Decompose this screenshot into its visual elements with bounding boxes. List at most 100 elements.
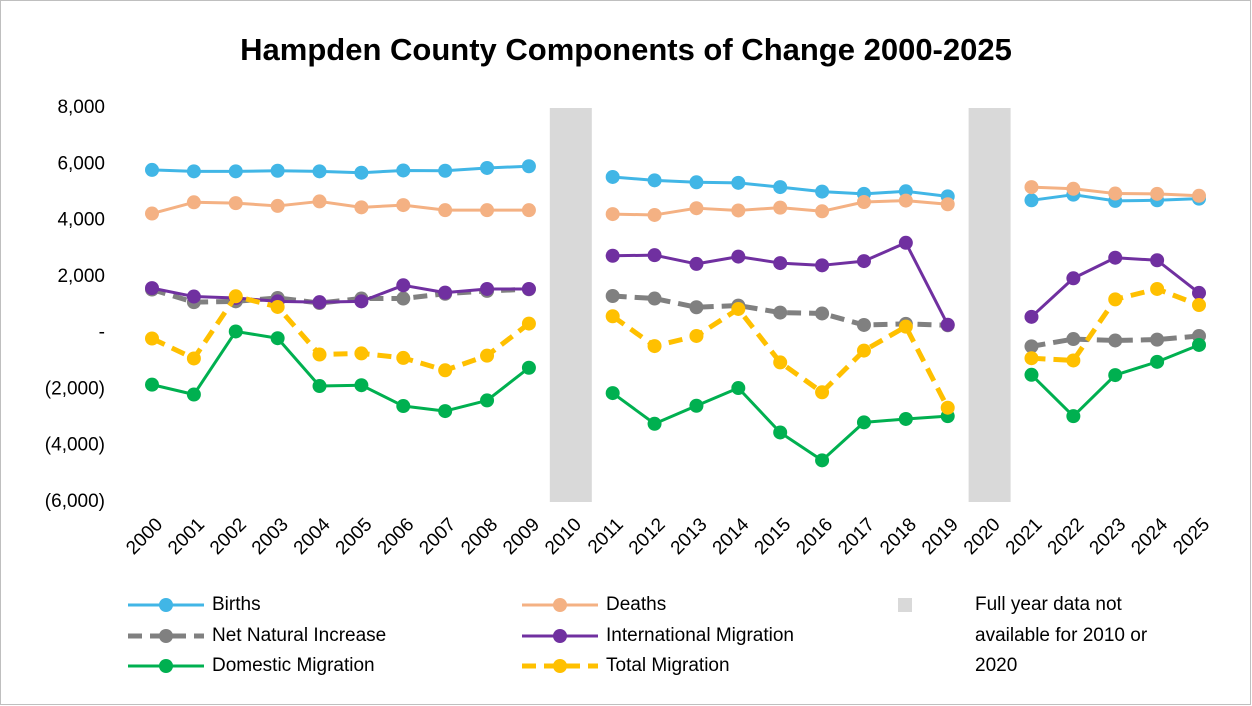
series-marker [856, 194, 871, 209]
series-marker [396, 163, 411, 178]
series-marker [815, 184, 830, 199]
series-marker [521, 316, 536, 331]
series-marker [1066, 271, 1081, 286]
series-marker [898, 411, 913, 426]
legend-label: Full year data not available for 2010 or… [975, 594, 1148, 676]
series-marker [521, 360, 536, 375]
series-marker [605, 169, 620, 184]
series-marker [186, 195, 201, 210]
series-marker [1192, 285, 1206, 300]
series-marker [228, 164, 243, 179]
series-marker [856, 254, 871, 269]
series-marker [312, 347, 327, 362]
series-marker [186, 164, 201, 179]
y-tick-label: 4,000 [57, 210, 105, 231]
series-marker [647, 416, 662, 431]
series-marker [1150, 332, 1165, 347]
y-tick-label: 8,000 [57, 97, 105, 118]
series-marker [731, 381, 746, 396]
series-marker [396, 291, 411, 306]
series-marker [354, 165, 369, 180]
series-marker [647, 207, 662, 222]
legend-marker [553, 598, 567, 612]
series-marker [312, 295, 327, 310]
series-marker [1150, 354, 1165, 369]
series-marker [1024, 367, 1039, 382]
chart-title: Hampden County Components of Change 2000… [240, 32, 1012, 67]
series-marker [1108, 368, 1123, 383]
series-marker [773, 425, 788, 440]
series-marker [145, 206, 159, 221]
y-tick-label: (6,000) [45, 491, 105, 512]
series-marker [605, 309, 620, 324]
legend-marker [159, 598, 173, 612]
series-marker [228, 289, 243, 304]
legend-label: Domestic Migration [212, 655, 375, 676]
series-marker [1192, 337, 1206, 352]
series-marker [228, 324, 243, 339]
legend-label: Net Natural Increase [212, 625, 386, 646]
series-marker [856, 343, 871, 358]
series-marker [1108, 333, 1123, 348]
series-marker [312, 164, 327, 179]
series-marker [228, 196, 243, 211]
series-marker [773, 305, 788, 320]
series-marker [1024, 339, 1039, 354]
series-marker [186, 387, 201, 402]
series-marker [815, 258, 830, 273]
series-marker [689, 300, 704, 315]
series-marker [1024, 351, 1039, 366]
series-marker [521, 281, 536, 296]
series-marker [270, 163, 285, 178]
series-marker [940, 400, 955, 415]
series-marker [773, 200, 788, 215]
series-marker [1066, 181, 1081, 196]
series-marker [647, 173, 662, 188]
series-marker [480, 203, 495, 218]
series-marker [773, 355, 788, 370]
series-marker [815, 204, 830, 219]
series-marker [438, 203, 453, 218]
legend-label: Total Migration [606, 655, 730, 676]
series-marker [1150, 253, 1165, 268]
series-marker [689, 398, 704, 413]
series-marker [815, 453, 830, 468]
series-marker [689, 175, 704, 190]
bar [549, 108, 592, 502]
legend-marker [553, 659, 567, 673]
series-line [151, 286, 1200, 349]
series-marker [1066, 353, 1081, 368]
series-marker [186, 289, 201, 304]
series-marker [438, 363, 453, 378]
series-marker [1024, 309, 1039, 324]
series-marker [438, 285, 453, 300]
series-marker [1108, 292, 1123, 307]
legend-marker [159, 659, 173, 673]
series-marker [312, 379, 327, 394]
series-marker [270, 198, 285, 213]
series-marker [647, 339, 662, 354]
series-marker [1108, 186, 1123, 201]
series-marker [354, 294, 369, 309]
series-marker [396, 350, 411, 365]
series-marker [480, 393, 495, 408]
legend-label: Deaths [606, 594, 666, 615]
y-tick-label: 2,000 [57, 266, 105, 287]
series-marker [689, 328, 704, 343]
series-marker [940, 317, 955, 332]
series-marker [480, 281, 495, 296]
series-marker [898, 235, 913, 250]
series-marker [731, 203, 746, 218]
series-marker [1024, 180, 1039, 195]
series-marker [480, 348, 495, 363]
series-marker [605, 248, 620, 263]
series-marker [815, 306, 830, 321]
series-marker [689, 256, 704, 271]
series-marker [186, 351, 201, 366]
series-marker [438, 404, 453, 419]
series-marker [521, 159, 536, 174]
series-marker [605, 288, 620, 303]
bar [968, 108, 1011, 502]
